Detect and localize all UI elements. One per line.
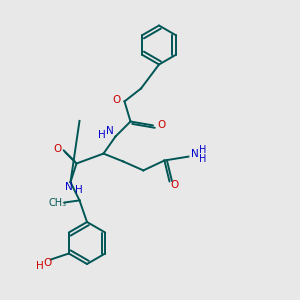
Text: H: H — [35, 261, 43, 271]
Text: N: N — [191, 149, 199, 159]
Text: N: N — [65, 182, 73, 192]
Text: H: H — [199, 145, 206, 155]
Text: O: O — [171, 179, 179, 190]
Text: O: O — [54, 144, 62, 154]
Text: N: N — [106, 126, 114, 136]
Text: H: H — [75, 184, 83, 195]
Text: O: O — [43, 257, 51, 268]
Text: O: O — [158, 120, 166, 130]
Text: CH₃: CH₃ — [49, 197, 67, 208]
Text: O: O — [113, 95, 121, 105]
Text: H: H — [98, 130, 106, 140]
Text: H: H — [199, 154, 206, 164]
